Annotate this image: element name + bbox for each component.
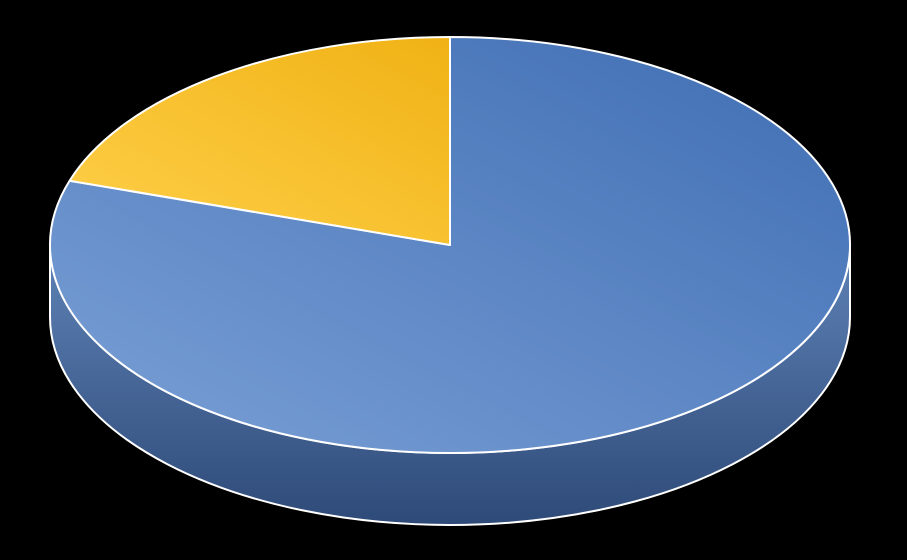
pie-chart-3d	[0, 0, 907, 560]
